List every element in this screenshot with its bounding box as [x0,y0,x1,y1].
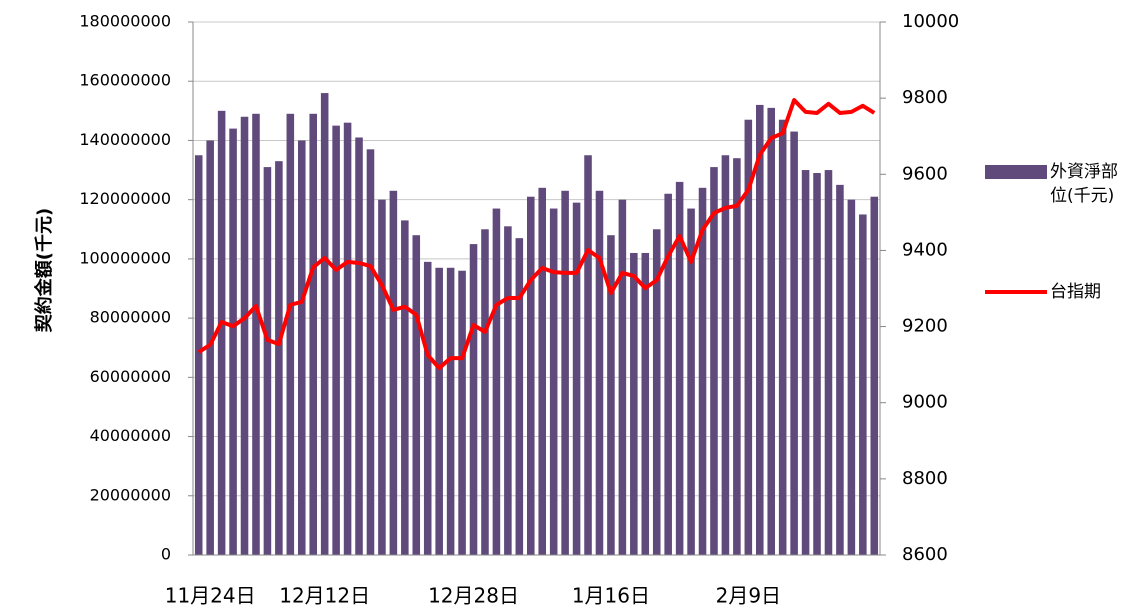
bar [275,161,283,555]
legend-label: 台指期 [1050,282,1101,302]
bar [618,199,627,555]
bar [355,137,363,555]
legend-swatch [985,165,1047,179]
bar [813,173,821,555]
bar [401,220,409,555]
bar [778,119,787,555]
bar [630,252,638,555]
y-tick-label: 60000000 [90,367,171,386]
y-tick-label: 40000000 [90,426,171,445]
bar [206,140,214,555]
y-tick-label: 20000000 [90,485,171,504]
bar [229,128,237,555]
bar [320,93,329,556]
bar [492,208,501,556]
bar [446,267,455,555]
legend-label: 外資淨部位(千元) [1050,162,1118,206]
bar [389,190,398,556]
y-tick-label: 80000000 [90,308,171,327]
bar [286,113,295,556]
bar [572,202,581,555]
y2-tick-label: 8600 [902,544,948,565]
bar [194,155,203,555]
bar [309,113,318,556]
y2-tick-label: 10000 [902,11,959,32]
bar [595,190,604,556]
bar [549,208,558,556]
bar [733,158,741,555]
bar [836,184,844,555]
bar [481,229,489,555]
y2-tick-label: 8800 [902,468,948,489]
line [197,98,876,371]
y2-tick-label: 9800 [902,87,948,108]
y2-tick-label: 9400 [902,239,948,260]
bar [664,193,672,555]
x-tick-label: 12月12日 [279,584,370,608]
y2-tick-label: 9000 [902,392,948,413]
bar [847,199,856,555]
bar [561,190,569,556]
bar [698,187,707,556]
bar [721,155,730,555]
bar [515,238,524,555]
y-tick-label: 160000000 [79,71,171,90]
bar [607,235,615,555]
y-tick-label: 0 [161,545,171,564]
y2-tick-label: 9600 [902,163,948,184]
bar [755,104,764,556]
bar [652,229,661,555]
x-tick-label: 11月24日 [165,584,256,608]
x-tick-label: 2月9日 [716,584,781,608]
bar [584,155,592,555]
bar [366,149,375,556]
y-axis-label: 契約金額(千元) [33,208,55,333]
bar [343,122,352,555]
y-tick-label: 180000000 [79,12,171,31]
bar [297,140,306,555]
y2-tick-label: 9200 [902,316,948,337]
x-tick-label: 12月28日 [428,584,519,608]
bar [824,170,833,556]
bar [744,119,753,555]
y-tick-label: 140000000 [79,130,171,149]
bar [641,252,650,555]
bar [767,107,776,555]
bar [435,267,443,555]
bar [458,270,466,555]
bar [469,244,478,556]
bar [412,235,421,555]
bar [240,116,249,555]
x-tick-label: 1月16日 [572,584,650,608]
bar [217,110,226,555]
bar [675,181,684,555]
bar [538,187,547,556]
bar [687,208,695,556]
bar [423,261,432,555]
bar [859,214,867,555]
bar [378,199,386,555]
bar [504,226,512,556]
bar [526,196,535,555]
bar [332,125,340,555]
bar [790,131,798,556]
y-tick-label: 120000000 [79,189,171,208]
bar [710,167,718,555]
bar [801,170,810,556]
bar [263,167,272,555]
bar [252,113,260,556]
bar [870,196,879,555]
y-tick-label: 100000000 [79,248,171,267]
